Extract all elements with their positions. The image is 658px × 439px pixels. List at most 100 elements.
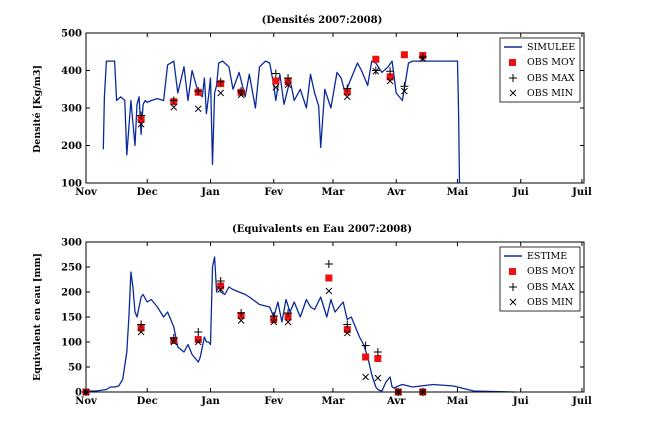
obs-min-marker — [284, 318, 292, 326]
swe-plot-area — [82, 256, 515, 396]
obs-min-marker — [419, 55, 427, 62]
obs-min-marker — [170, 103, 178, 111]
obs-max-marker — [271, 69, 280, 78]
xtick-label: Juil — [571, 396, 592, 407]
legend-label-simulee: SIMULEE — [527, 42, 575, 53]
obs-moy-marker — [343, 326, 351, 333]
series-line-estime — [86, 256, 515, 393]
legend-label-estime: ESTIME — [527, 251, 567, 262]
obs-min-marker — [325, 287, 333, 295]
ytick-label: 500 — [61, 29, 82, 40]
obs-min-marker — [217, 286, 225, 293]
obs-max-marker — [284, 309, 293, 317]
obs-max-marker — [169, 96, 178, 105]
xtick-label: Mai — [447, 396, 469, 407]
swe-legend: ESTIME OBS MOY OBS MAX OBS MIN — [499, 246, 581, 312]
obs-moy-marker — [325, 274, 333, 282]
obs-max-marker — [386, 67, 395, 76]
xtick-label: Mar — [322, 187, 346, 198]
ytick-label: 100 — [61, 338, 82, 349]
obs-min-marker — [237, 91, 245, 99]
xtick-label: Jan — [200, 396, 220, 407]
swe-panel: (Equivalents en Eau 2007:2008) Equivalen… — [32, 224, 592, 407]
ytick-label: 100 — [61, 179, 82, 190]
obs-max-marker — [361, 341, 370, 350]
obs-min-marker — [362, 373, 369, 381]
obs-max-marker — [194, 87, 203, 96]
xtick-label: Dec — [137, 187, 158, 198]
ytick-label: 200 — [61, 141, 82, 152]
obs-max-marker — [137, 111, 146, 120]
xtick-label: Jui — [512, 396, 529, 407]
xtick-label: Nov — [75, 396, 98, 407]
legend-square-swatch — [509, 268, 516, 275]
ytick-label: 150 — [61, 313, 82, 324]
density-panel: (Densités 2007:2008) Densité [Kg/m3] 100… — [32, 15, 592, 198]
obs-moy-marker — [272, 77, 280, 85]
obs-moy-marker — [194, 336, 202, 343]
obs-max-marker — [137, 320, 146, 329]
legend-plus-swatch — [509, 283, 517, 291]
obs-moy-marker — [400, 51, 408, 59]
obs-max-marker — [284, 74, 293, 82]
xtick-label: Juil — [571, 187, 592, 198]
swe-ylabel: Equivalent en eau [mm] — [32, 253, 43, 381]
obs-moy-marker — [386, 73, 394, 81]
legend-label-obs-moy: OBS MOY — [527, 266, 576, 277]
legend-x-swatch — [509, 89, 517, 97]
xtick-label: Fev — [264, 187, 284, 198]
obs-max-marker — [400, 82, 409, 91]
density-plot-area — [102, 51, 461, 184]
obs-moy-marker — [374, 355, 382, 362]
obs-max-marker — [324, 260, 333, 268]
obs-min-marker — [386, 77, 394, 85]
ytick-label: 300 — [61, 104, 82, 115]
xtick-label: Mar — [322, 396, 346, 407]
obs-moy-marker — [362, 353, 370, 361]
swe-title: (Equivalents en Eau 2007:2008) — [232, 224, 412, 235]
obs-moy-marker — [372, 55, 380, 63]
legend-x-swatch — [509, 298, 517, 306]
obs-min-marker — [343, 329, 351, 337]
density-ylabel: Densité [Kg/m3] — [32, 65, 43, 153]
swe-legend-box — [499, 246, 581, 312]
series-line-simulee — [102, 60, 461, 184]
swe-axes-box — [85, 241, 585, 393]
legend-plus-swatch — [509, 74, 517, 82]
ytick-label: 250 — [61, 263, 82, 274]
density-axes-box — [85, 32, 585, 184]
obs-max-marker — [343, 320, 352, 329]
ytick-label: 200 — [61, 288, 82, 299]
obs-min-marker — [170, 338, 178, 346]
xtick-label: Fev — [264, 396, 284, 407]
ytick-label: 400 — [61, 66, 82, 77]
obs-max-marker — [373, 348, 382, 356]
legend-square-swatch — [509, 59, 516, 66]
legend-label-obs-min: OBS MIN — [527, 297, 573, 308]
legend-label-obs-moy: OBS MOY — [527, 57, 576, 68]
xtick-label: Jui — [512, 187, 529, 198]
obs-min-marker — [272, 84, 280, 91]
obs-max-marker — [237, 309, 246, 317]
xtick-label: Jan — [200, 187, 220, 198]
obs-max-marker — [418, 53, 427, 61]
obs-min-marker — [270, 318, 278, 326]
obs-min-marker — [343, 93, 351, 101]
obs-max-marker — [169, 334, 178, 342]
obs-min-marker — [284, 81, 292, 89]
xtick-label: Mai — [447, 187, 469, 198]
obs-min-marker — [137, 328, 145, 336]
ytick-label: 0 — [75, 388, 82, 399]
xtick-label: Avr — [386, 396, 406, 407]
legend-label-obs-min: OBS MIN — [527, 88, 573, 99]
obs-min-marker — [237, 317, 245, 324]
obs-min-marker — [374, 374, 382, 382]
xtick-label: Dec — [137, 396, 158, 407]
obs-max-marker — [343, 84, 352, 93]
obs-max-marker — [216, 77, 225, 86]
obs-max-marker — [216, 277, 225, 285]
density-title: (Densités 2007:2008) — [262, 15, 383, 26]
obs-min-marker — [217, 89, 225, 97]
density-legend: SIMULEE OBS MOY OBS MAX OBS MIN — [499, 37, 581, 103]
